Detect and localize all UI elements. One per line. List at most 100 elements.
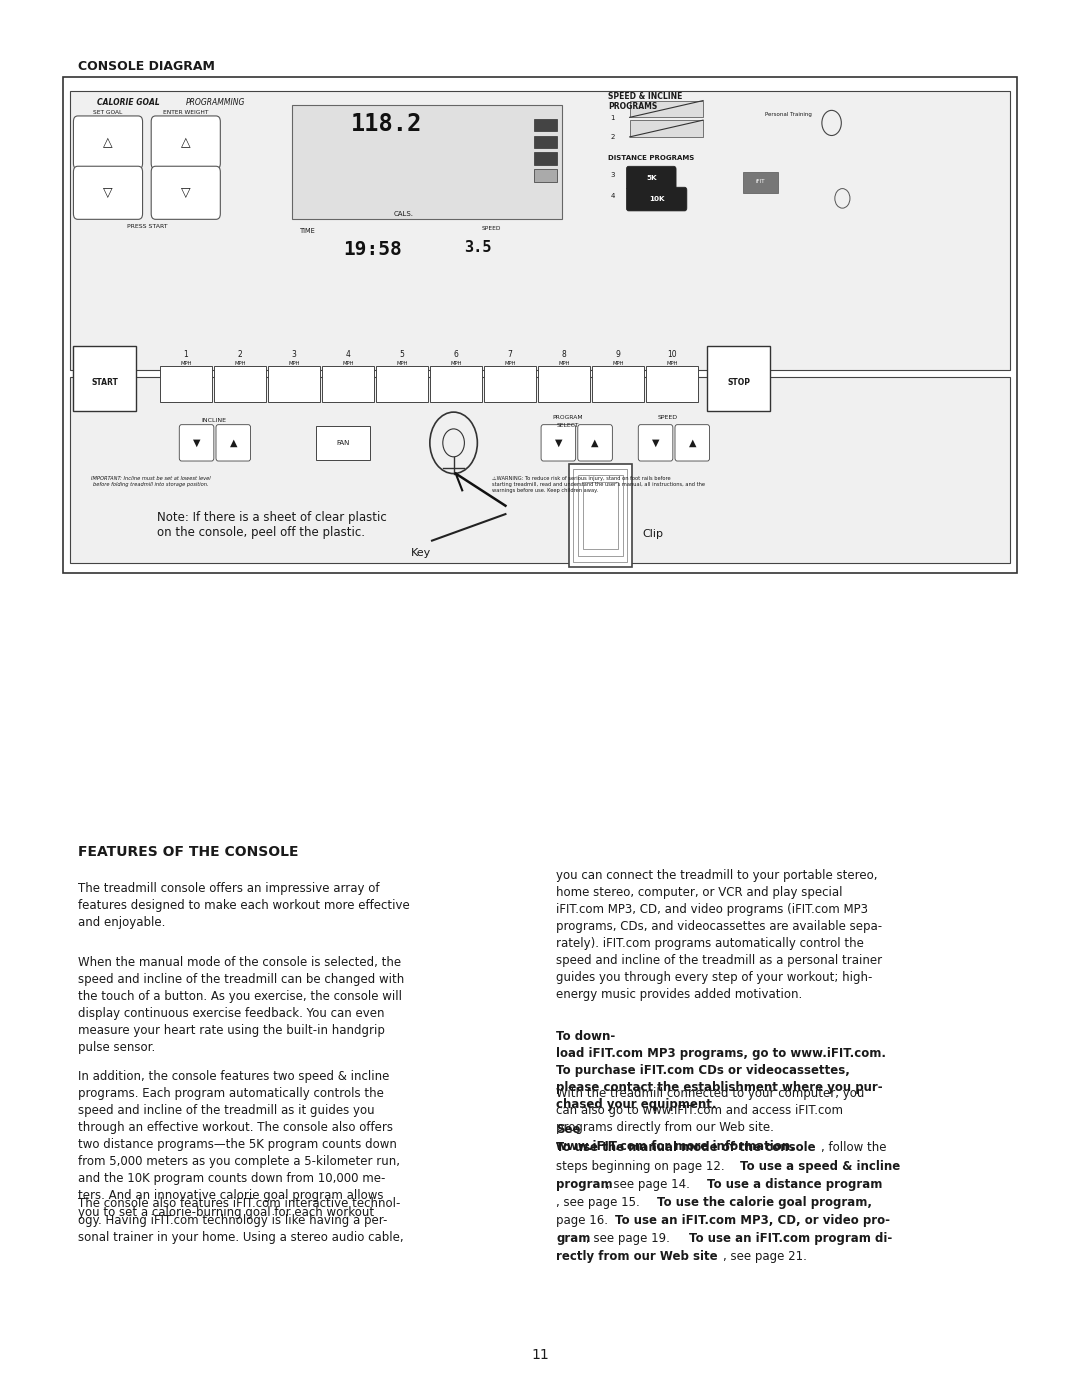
Text: 11: 11 <box>531 1348 549 1362</box>
Text: FEATURES OF THE CONSOLE: FEATURES OF THE CONSOLE <box>78 845 298 859</box>
Text: Note: If there is a sheet of clear plastic
on the console, peel off the plastic.: Note: If there is a sheet of clear plast… <box>157 511 387 539</box>
Text: 4: 4 <box>610 193 615 198</box>
Text: steps beginning on page 12.: steps beginning on page 12. <box>556 1160 729 1172</box>
Text: program: program <box>556 1178 612 1190</box>
Text: MPH: MPH <box>342 360 353 366</box>
Text: CALS.: CALS. <box>394 211 414 217</box>
Text: 9: 9 <box>616 351 620 359</box>
Text: With the treadmill connected to your computer, you
can also go to www.iFIT.com a: With the treadmill connected to your com… <box>556 1087 865 1134</box>
Bar <box>592 366 644 402</box>
Text: STOP: STOP <box>727 379 751 387</box>
Text: 1: 1 <box>184 351 188 359</box>
Bar <box>534 169 557 182</box>
Text: 8: 8 <box>562 351 566 359</box>
Text: SET GOAL: SET GOAL <box>93 110 123 116</box>
Bar <box>316 426 370 460</box>
Text: iFIT: iFIT <box>756 179 765 184</box>
FancyBboxPatch shape <box>63 77 1017 573</box>
Bar <box>322 366 374 402</box>
Text: ▼: ▼ <box>652 437 659 448</box>
Text: 118.2: 118.2 <box>351 112 422 136</box>
Text: 5: 5 <box>400 351 404 359</box>
Text: The console also features iFIT.com interactive technol-
ogy. Having iFIT.com tec: The console also features iFIT.com inter… <box>78 1197 404 1245</box>
Text: you can connect the treadmill to your portable stereo,
home stereo, computer, or: you can connect the treadmill to your po… <box>556 869 882 1000</box>
Text: △: △ <box>181 136 190 149</box>
Text: 3: 3 <box>292 351 296 359</box>
Text: MPH: MPH <box>234 360 245 366</box>
Text: page 16.: page 16. <box>556 1214 612 1227</box>
FancyBboxPatch shape <box>70 91 1010 370</box>
Text: 3: 3 <box>610 172 615 177</box>
Text: MPH: MPH <box>450 360 461 366</box>
Text: IMPORTANT: Incline must be set at lowest level
before folding treadmill into sto: IMPORTANT: Incline must be set at lowest… <box>92 476 211 488</box>
Text: ⚠WARNING: To reduce risk of serious injury, stand on foot rails before
starting : ⚠WARNING: To reduce risk of serious inju… <box>492 476 705 493</box>
Text: FAN: FAN <box>337 440 350 446</box>
Text: Clip: Clip <box>643 529 663 539</box>
FancyBboxPatch shape <box>292 105 562 219</box>
Text: MPH: MPH <box>180 360 191 366</box>
Text: SELECT: SELECT <box>557 423 579 429</box>
Bar <box>73 346 136 411</box>
Bar <box>538 366 590 402</box>
Text: ▼: ▼ <box>193 437 200 448</box>
Text: When the manual mode of the console is selected, the
speed and incline of the tr: When the manual mode of the console is s… <box>78 956 404 1053</box>
Text: 10: 10 <box>667 351 676 359</box>
Text: ▽: ▽ <box>181 186 190 200</box>
FancyBboxPatch shape <box>638 425 673 461</box>
FancyBboxPatch shape <box>541 425 576 461</box>
Text: INCLINE: INCLINE <box>201 418 227 423</box>
Text: 4: 4 <box>346 351 350 359</box>
FancyBboxPatch shape <box>216 425 251 461</box>
Text: SPEED & INCLINE: SPEED & INCLINE <box>608 92 683 101</box>
Text: , follow the: , follow the <box>821 1141 887 1154</box>
FancyBboxPatch shape <box>630 101 703 117</box>
Text: MPH: MPH <box>288 360 299 366</box>
Text: SPEED: SPEED <box>658 415 677 420</box>
Text: Personal Training: Personal Training <box>765 112 812 117</box>
Text: 5K: 5K <box>646 175 657 180</box>
Text: PROGRAMMING: PROGRAMMING <box>186 98 245 106</box>
Text: ▼: ▼ <box>555 437 562 448</box>
FancyBboxPatch shape <box>630 120 703 137</box>
FancyBboxPatch shape <box>73 166 143 219</box>
Text: MPH: MPH <box>504 360 515 366</box>
Bar <box>534 152 557 165</box>
Text: START: START <box>92 379 118 387</box>
Text: MPH: MPH <box>612 360 623 366</box>
Text: PROGRAM: PROGRAM <box>553 415 583 420</box>
FancyBboxPatch shape <box>626 166 676 190</box>
Text: gram: gram <box>556 1232 591 1245</box>
Bar <box>578 475 623 556</box>
Text: 2: 2 <box>238 351 242 359</box>
Bar <box>646 366 698 402</box>
Text: ▲: ▲ <box>592 437 598 448</box>
Text: MPH: MPH <box>558 360 569 366</box>
Text: , see page 19.: , see page 19. <box>586 1232 674 1245</box>
Text: PROGRAMS: PROGRAMS <box>608 102 658 110</box>
Text: To down-
load iFIT.com MP3 programs, go to www.iFIT.com.
To purchase iFIT.com CD: To down- load iFIT.com MP3 programs, go … <box>556 1030 887 1111</box>
FancyBboxPatch shape <box>70 377 1010 563</box>
Bar <box>268 366 320 402</box>
Text: To use a speed & incline: To use a speed & incline <box>740 1160 900 1172</box>
Text: MPH: MPH <box>666 360 677 366</box>
Text: SPEED: SPEED <box>482 226 501 232</box>
Text: △: △ <box>104 136 112 149</box>
Bar <box>743 172 778 193</box>
Text: rectly from our Web site: rectly from our Web site <box>556 1250 718 1263</box>
Text: To use the calorie goal program,: To use the calorie goal program, <box>657 1196 872 1208</box>
Bar <box>214 366 266 402</box>
Bar <box>534 136 557 148</box>
Text: To use a distance program: To use a distance program <box>707 1178 882 1190</box>
Text: TIME: TIME <box>300 228 316 233</box>
Text: 3.5: 3.5 <box>464 240 491 256</box>
Bar <box>707 346 770 411</box>
Bar <box>376 366 428 402</box>
Text: Key: Key <box>410 548 431 557</box>
Text: ▲: ▲ <box>230 437 237 448</box>
FancyBboxPatch shape <box>626 187 687 211</box>
FancyBboxPatch shape <box>151 116 220 169</box>
FancyBboxPatch shape <box>179 425 214 461</box>
Text: 1: 1 <box>610 115 615 120</box>
Text: 10K: 10K <box>649 196 664 201</box>
Text: , see page 14.: , see page 14. <box>606 1178 693 1190</box>
